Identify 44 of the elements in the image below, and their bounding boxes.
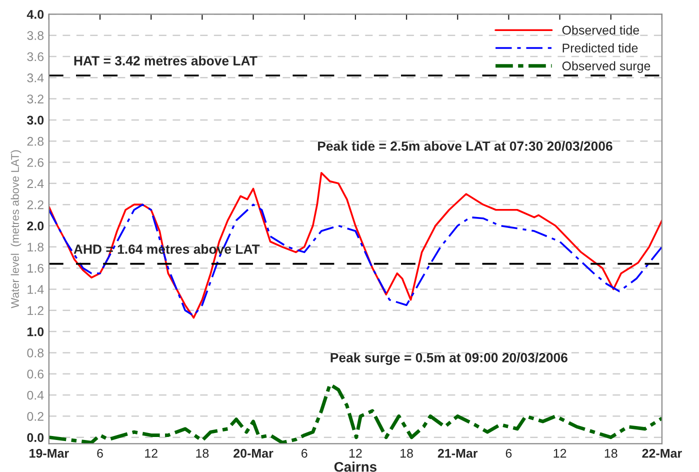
- x-tick-label: 19-Mar: [30, 448, 69, 458]
- x-tick-label: 6: [302, 448, 308, 458]
- y-tick-label: 3.0: [26, 116, 44, 125]
- x-tick-label: 18: [400, 448, 413, 458]
- y-tick-label: 0.8: [27, 348, 44, 358]
- annotation: Peak tide = 2.5m above LAT at 07:30 20/03/2006: [318, 141, 612, 151]
- y-tick-label: 4.0: [26, 10, 44, 19]
- y-tick-label: 0.2: [27, 412, 44, 421]
- y-tick-label: 0.6: [27, 370, 44, 379]
- x-tick-label: 20-Mar: [234, 448, 274, 458]
- y-tick-label: 2.6: [27, 158, 44, 167]
- y-tick-label: 0.4: [27, 390, 44, 400]
- y-tick-label: 0.0: [27, 433, 44, 442]
- annotation: Peak surge = 0.5m at 09:00 20/03/2006: [330, 352, 568, 365]
- y-tick-label: 1.8: [28, 242, 44, 252]
- x-tick-label: 6: [97, 448, 103, 458]
- y-tick-label: 3.6: [27, 52, 44, 62]
- x-tick-label: 18: [196, 448, 209, 458]
- x-tick-label: 18: [604, 448, 618, 458]
- y-tick-label: 2.0: [27, 222, 44, 230]
- y-tick-label: 2.2: [27, 200, 44, 210]
- x-tick-label: 6: [506, 448, 512, 458]
- legend-label: Predicted tide: [562, 43, 638, 52]
- x-tick-label: 12: [554, 448, 566, 458]
- x-tick-label: 22-Mar: [642, 448, 682, 458]
- x-tick-label: 12: [349, 448, 362, 458]
- y-tick-label: 1.4: [28, 285, 44, 294]
- y-tick-label: 3.4: [27, 73, 44, 82]
- y-tick-label: 3.8: [27, 31, 44, 40]
- y-tick-label: 2.4: [27, 179, 44, 188]
- legend-label: Observed tide: [562, 25, 640, 35]
- line-series: [48, 172, 662, 319]
- y-tick-label: 2.8: [27, 136, 44, 146]
- x-axis-title: Cairns: [334, 462, 376, 472]
- y-tick-label: 1.6: [28, 264, 44, 273]
- y-tick-label: 1.2: [28, 306, 44, 315]
- ref-line-label: HAT = 3.42 metres above LAT: [74, 56, 258, 66]
- x-tick-label: 21-Mar: [438, 448, 478, 458]
- legend-label: Observed surge: [562, 61, 650, 73]
- x-tick-label: 12: [145, 448, 158, 458]
- y-axis-title: Water level (metres above LAT): [10, 150, 22, 308]
- y-tick-label: 3.2: [27, 94, 44, 104]
- y-tick-label: 1.0: [27, 327, 44, 336]
- line-series: [48, 204, 662, 317]
